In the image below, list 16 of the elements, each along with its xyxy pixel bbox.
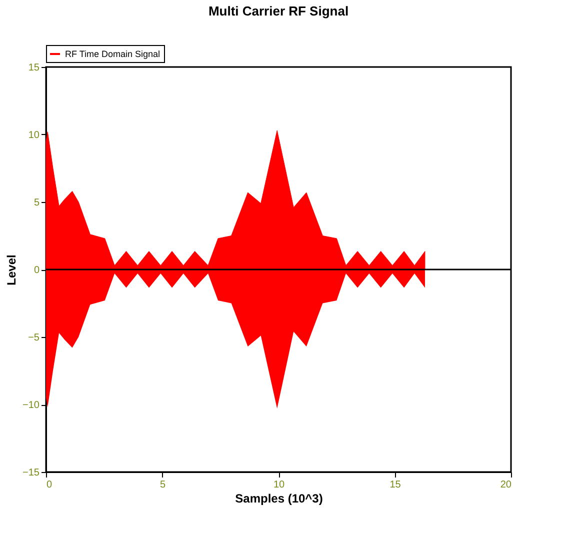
x-tick-label: 15 (390, 480, 402, 490)
x-tick-label: 5 (160, 480, 166, 490)
x-tick-label: 20 (500, 480, 512, 490)
y-tick-label: −15 (22, 468, 40, 478)
y-tick-label: −10 (22, 400, 40, 411)
y-tick-label: 10 (28, 130, 40, 141)
y-tick-label: 0 (34, 265, 40, 276)
chart-title: Multi Carrier RF Signal (208, 4, 349, 18)
x-axis-title: Samples (10^3) (235, 492, 323, 506)
y-tick-label: −5 (28, 332, 40, 344)
y-axis-title: Level (4, 254, 19, 286)
x-tick-label: 10 (273, 480, 285, 490)
x-tick-label: 0 (46, 480, 52, 490)
y-tick-label: 5 (34, 198, 40, 208)
legend-label: RF Time Domain Signal (65, 49, 160, 59)
y-tick-label: 15 (28, 62, 40, 74)
